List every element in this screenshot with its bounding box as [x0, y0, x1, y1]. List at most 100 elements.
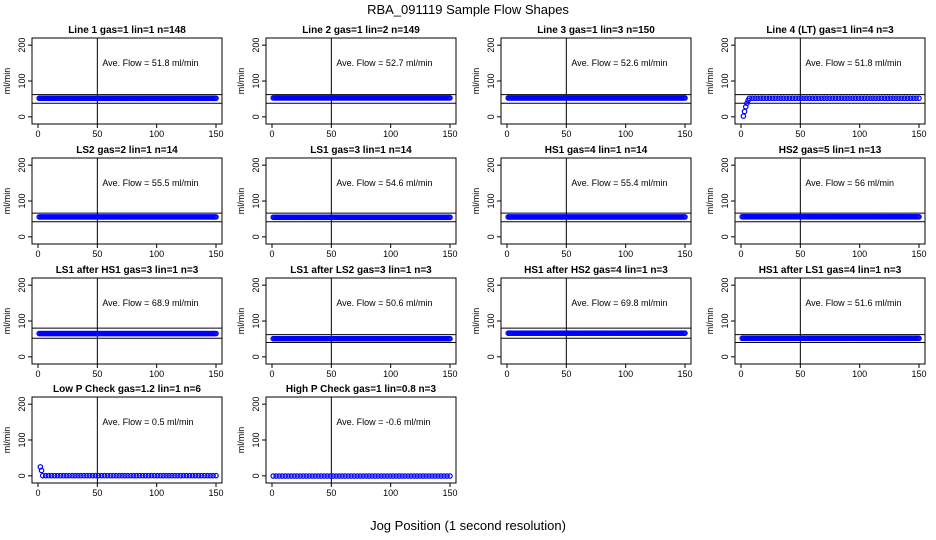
data-point: [835, 95, 842, 102]
x-tick-label: 0: [35, 369, 40, 379]
data-point: [898, 95, 905, 102]
data-point: [92, 472, 99, 479]
data-point: [447, 214, 453, 221]
y-tick-label: 200: [17, 38, 27, 53]
data-point: [125, 472, 131, 479]
data-point: [157, 472, 164, 479]
data-point: [351, 473, 357, 479]
data-point: [772, 95, 778, 102]
data-point: [904, 95, 911, 102]
data-point: [213, 472, 219, 479]
x-tick-label: 0: [269, 129, 274, 139]
data-point: [315, 473, 321, 479]
data-point: [303, 473, 309, 479]
data-point: [213, 330, 219, 337]
average-flow-annotation: Ave. Flow = 51.6 ml/min: [805, 298, 901, 308]
data-point: [850, 95, 856, 102]
data-point: [154, 472, 161, 479]
data-point: [806, 95, 813, 102]
y-axis-label: ml/min: [2, 68, 12, 95]
x-tick-label: 50: [795, 369, 805, 379]
data-point: [83, 472, 90, 479]
data-point: [375, 473, 381, 479]
data-point: [57, 472, 64, 479]
data-point: [110, 472, 117, 479]
data-point: [95, 472, 102, 479]
data-point: [175, 472, 181, 479]
data-point: [297, 473, 303, 479]
data-point: [166, 472, 172, 479]
data-point: [824, 95, 830, 102]
panel-title: LS1 after HS1 gas=3 lin=1 n=3: [56, 265, 199, 276]
x-tick-label: 100: [618, 129, 633, 139]
data-point: [81, 472, 87, 479]
data-point: [139, 472, 146, 479]
data-point: [348, 473, 354, 479]
plot-frame: [265, 157, 457, 245]
data-point: [98, 472, 105, 479]
y-tick-label: 100: [17, 193, 27, 208]
plot-frame: [31, 277, 223, 365]
data-point: [682, 214, 688, 220]
data-point: [312, 473, 318, 479]
data-point: [769, 95, 776, 102]
data-point: [387, 473, 393, 479]
data-point: [282, 473, 288, 479]
data-point: [838, 95, 845, 102]
y-tick-label: 200: [720, 158, 730, 173]
data-point: [130, 472, 137, 479]
data-point: [429, 473, 435, 479]
data-point: [778, 95, 784, 102]
average-flow-annotation: Ave. Flow = 51.8 ml/min: [102, 58, 198, 68]
data-point: [142, 472, 149, 479]
y-tick-label: 200: [720, 38, 730, 53]
x-tick-label: 150: [442, 249, 457, 259]
data-point: [148, 472, 155, 479]
x-tick-label: 150: [208, 129, 223, 139]
data-point: [354, 473, 360, 479]
average-flow-annotation: Ave. Flow = 56 ml/min: [805, 178, 894, 188]
y-axis-label: ml/min: [2, 188, 12, 215]
data-point: [405, 473, 411, 479]
data-point: [210, 472, 216, 479]
average-flow-annotation: Ave. Flow = 54.6 ml/min: [336, 178, 432, 188]
y-tick-label: 100: [251, 432, 261, 447]
y-tick-label: 0: [486, 234, 496, 239]
panel-title: Low P Check gas=1.2 lin=1 n=6: [53, 384, 201, 395]
y-tick-label: 200: [17, 278, 27, 293]
data-point: [270, 473, 276, 479]
y-tick-label: 100: [17, 73, 27, 88]
data-point: [426, 473, 432, 479]
x-tick-label: 0: [269, 488, 274, 498]
data-point: [867, 95, 873, 102]
data-point: [881, 95, 888, 102]
x-tick-label: 100: [618, 249, 633, 259]
data-point: [345, 473, 351, 479]
data-point: [207, 472, 213, 479]
data-point: [789, 95, 796, 102]
y-axis-label: ml/min: [705, 68, 715, 95]
data-point: [827, 95, 833, 102]
y-tick-label: 100: [251, 73, 261, 88]
data-point: [276, 473, 282, 479]
data-point: [861, 95, 868, 102]
average-flow-annotation: Ave. Flow = 52.6 ml/min: [571, 58, 667, 68]
data-point: [75, 472, 81, 479]
x-tick-label: 0: [35, 249, 40, 259]
x-tick-label: 0: [504, 129, 509, 139]
y-tick-label: 0: [17, 473, 27, 478]
data-point: [294, 473, 300, 479]
y-tick-label: 100: [486, 73, 496, 88]
data-point: [51, 472, 58, 479]
data-point: [189, 472, 196, 479]
x-tick-label: 150: [208, 488, 223, 498]
data-point: [318, 473, 324, 479]
x-tick-label: 0: [738, 129, 743, 139]
x-tick-label: 0: [504, 369, 509, 379]
data-point: [801, 95, 807, 102]
x-tick-label: 0: [35, 129, 40, 139]
data-point: [818, 95, 825, 102]
data-point: [122, 472, 128, 479]
plot-frame: [265, 277, 457, 365]
data-point: [366, 473, 372, 479]
